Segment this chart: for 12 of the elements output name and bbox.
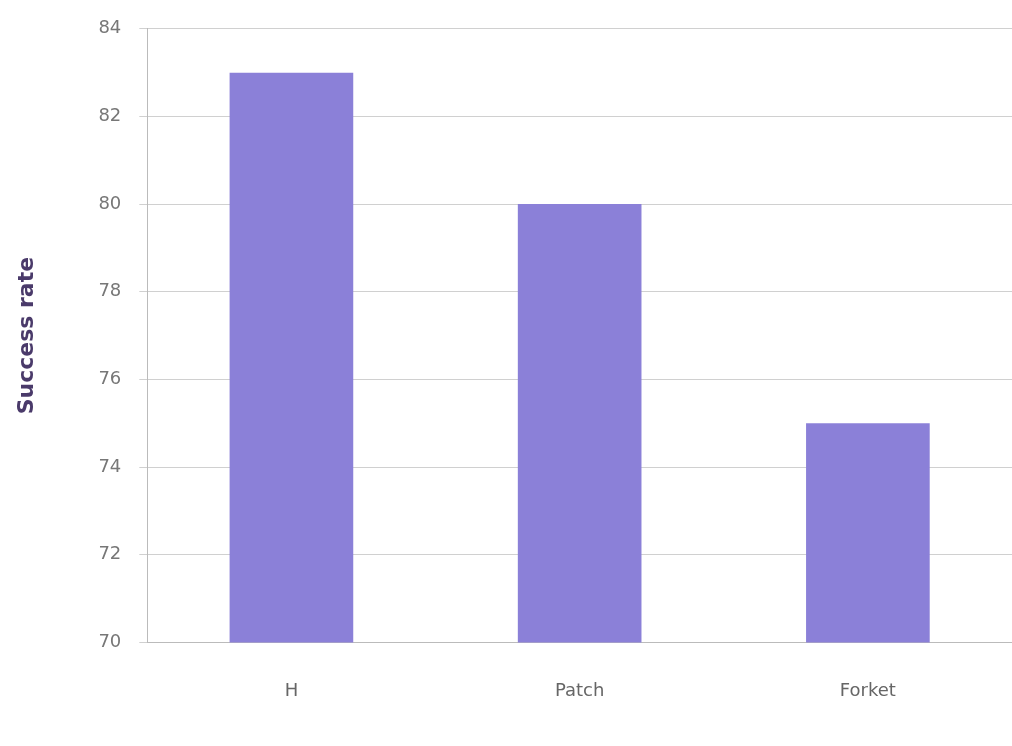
y-tick-label: 70 (98, 630, 122, 652)
y-tick-label: 78 (98, 279, 122, 301)
y-axis-title: Success rate (12, 256, 38, 415)
y-tick-label: 76 (98, 367, 122, 389)
y-tick-label: 80 (98, 191, 122, 213)
x-tick-label: H (284, 678, 299, 700)
x-tick-label: Patch (554, 678, 605, 700)
y-tick-label: 82 (98, 104, 122, 126)
x-tick-label: Forket (839, 678, 896, 700)
y-tick-label: 84 (98, 16, 122, 38)
y-tick-label: 74 (98, 454, 122, 476)
y-tick-label: 72 (98, 542, 122, 564)
